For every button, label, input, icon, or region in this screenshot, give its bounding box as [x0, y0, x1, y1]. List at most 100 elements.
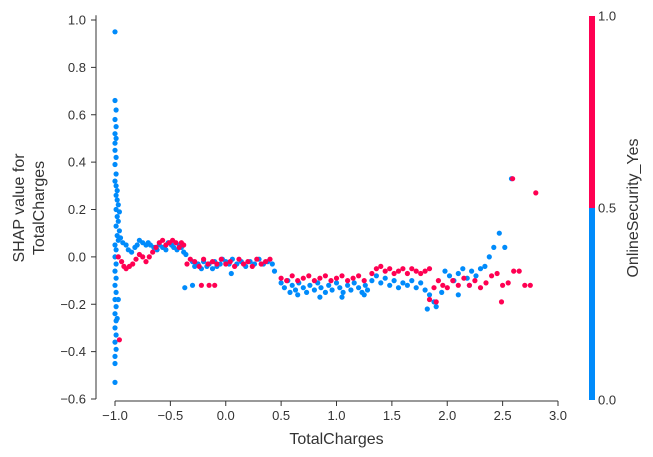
data-point	[232, 263, 238, 269]
data-point	[218, 256, 224, 262]
data-point	[263, 259, 269, 265]
data-point	[450, 278, 456, 284]
data-point	[292, 287, 299, 293]
data-point	[130, 261, 136, 267]
y-tick-label: −0.6	[60, 392, 86, 407]
data-point	[112, 97, 118, 104]
data-point	[113, 346, 119, 352]
data-point	[187, 256, 193, 262]
data-point	[201, 256, 207, 262]
data-point	[112, 140, 118, 146]
data-point	[404, 282, 410, 288]
data-point	[431, 285, 437, 291]
data-point	[212, 282, 218, 288]
data-point	[140, 254, 146, 260]
data-point	[271, 268, 278, 274]
data-point	[113, 275, 119, 281]
data-point	[418, 280, 424, 286]
data-point	[461, 275, 467, 281]
data-point	[522, 282, 528, 288]
data-point	[422, 287, 428, 293]
data-point	[413, 268, 419, 274]
data-point	[426, 296, 433, 303]
data-point	[115, 218, 121, 224]
data-point	[369, 278, 375, 284]
data-point	[209, 259, 216, 265]
x-tick-label: −0.5	[158, 408, 184, 423]
data-point	[318, 285, 324, 291]
data-point	[345, 282, 351, 288]
y-tick-label: 0.2	[68, 202, 86, 217]
data-point	[192, 259, 198, 265]
data-point	[133, 256, 139, 262]
data-point	[307, 282, 313, 288]
data-point	[173, 240, 179, 246]
data-point	[348, 287, 354, 293]
data-point	[364, 287, 371, 293]
data-point	[205, 261, 211, 267]
data-point	[395, 268, 402, 274]
data-point	[134, 242, 140, 248]
y-tick-label: 0.4	[68, 155, 86, 170]
data-point	[391, 278, 397, 284]
data-point	[295, 292, 301, 298]
data-point	[460, 266, 466, 272]
data-point	[228, 270, 234, 277]
data-point	[116, 228, 122, 234]
data-point	[326, 282, 332, 288]
data-point	[444, 285, 450, 291]
y-tick-label: 0.6	[68, 107, 86, 122]
data-point	[112, 311, 118, 317]
data-point	[466, 282, 472, 288]
data-point	[245, 259, 251, 265]
x-tick-label: 1.0	[327, 408, 345, 423]
data-point	[117, 235, 124, 241]
data-point	[300, 275, 306, 281]
data-point	[328, 278, 334, 284]
x-tick-label: 1.5	[383, 408, 401, 423]
data-point	[350, 275, 356, 281]
data-point	[112, 147, 118, 153]
data-point	[289, 282, 295, 288]
data-point	[317, 275, 323, 281]
data-point	[143, 259, 149, 265]
data-point	[502, 244, 508, 250]
colorbar-label: OnlineSecurity_Yes	[625, 138, 642, 277]
data-point	[311, 278, 317, 284]
data-point	[254, 256, 260, 262]
data-point	[112, 379, 118, 385]
data-point	[387, 282, 393, 288]
data-point	[113, 124, 119, 130]
colorbar-tick-label: 1.0	[598, 9, 616, 24]
data-point	[113, 304, 119, 310]
data-point	[115, 202, 121, 208]
data-point	[333, 280, 340, 286]
data-point	[418, 270, 424, 277]
data-point	[469, 268, 475, 274]
data-point	[369, 270, 375, 277]
data-point	[214, 261, 220, 267]
data-point	[196, 263, 202, 269]
data-point	[356, 285, 362, 291]
data-point	[112, 242, 118, 248]
y-axis-ticks: −0.6 −0.4 −0.2 0.0 0.2 0.4 0.6 0.8 1.0	[60, 13, 96, 407]
data-point	[114, 315, 120, 322]
data-point	[300, 285, 306, 291]
data-point	[116, 337, 122, 343]
data-point	[184, 261, 190, 267]
data-point	[240, 261, 247, 267]
data-point	[391, 270, 397, 277]
data-point	[189, 282, 196, 288]
data-point	[114, 188, 120, 194]
data-point	[382, 268, 388, 274]
data-point	[382, 275, 388, 281]
y-axis-label-line2: TotalCharges	[31, 161, 48, 255]
data-point	[146, 254, 152, 260]
data-point	[409, 266, 415, 272]
x-axis-ticks: −1.0 −0.5 0.0 0.5 1.0 1.5 2.0 2.5 3.0	[102, 401, 567, 423]
data-point	[404, 270, 410, 277]
data-point	[236, 256, 242, 262]
data-point	[182, 285, 188, 291]
data-point	[500, 282, 506, 288]
